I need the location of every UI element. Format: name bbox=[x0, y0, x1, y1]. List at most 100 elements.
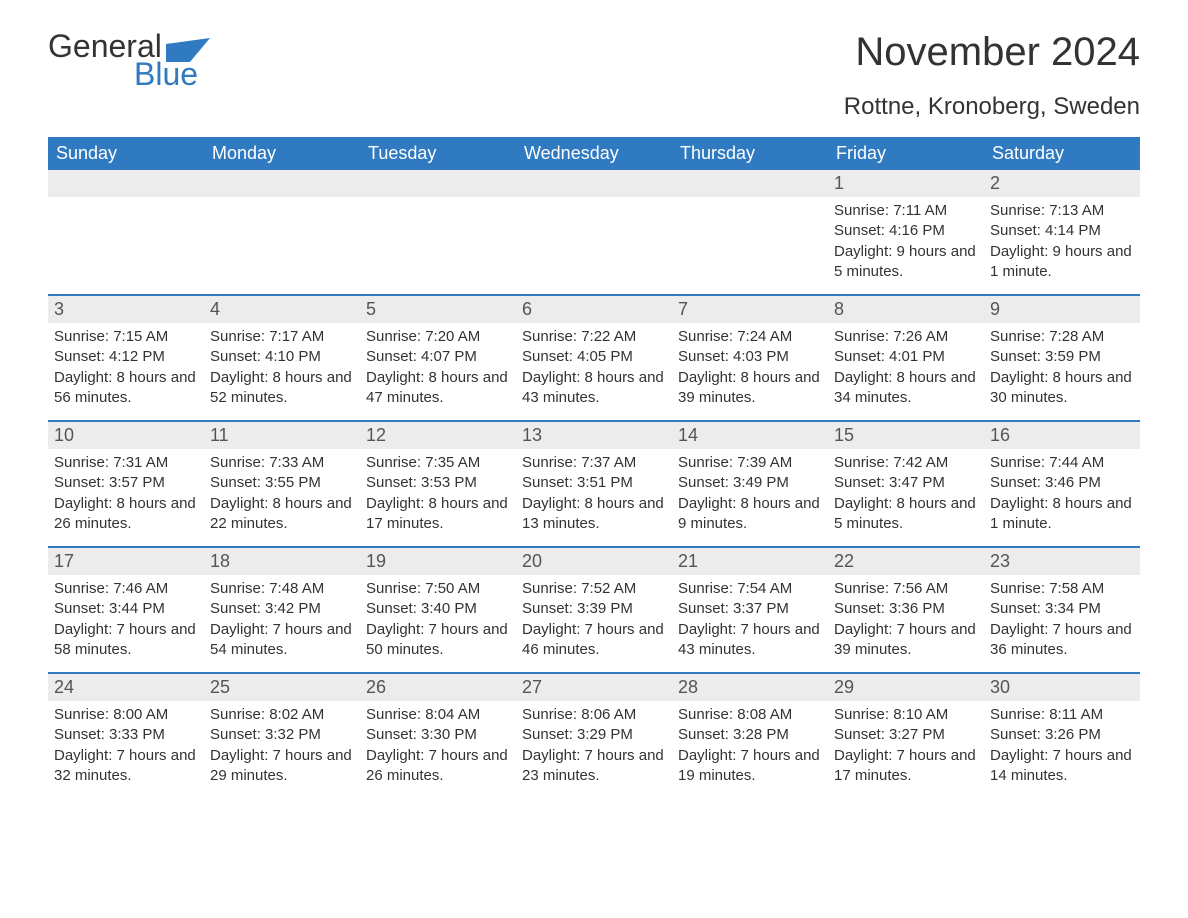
week-row: 17Sunrise: 7:46 AMSunset: 3:44 PMDayligh… bbox=[48, 546, 1140, 672]
sunrise-text: Sunrise: 7:28 AM bbox=[990, 327, 1134, 347]
day-number: 8 bbox=[828, 296, 984, 323]
sunrise-text: Sunrise: 7:58 AM bbox=[990, 579, 1134, 599]
day-number: 5 bbox=[360, 296, 516, 323]
header: General Blue November 2024 Rottne, Krono… bbox=[48, 30, 1140, 131]
day-cell: 13Sunrise: 7:37 AMSunset: 3:51 PMDayligh… bbox=[516, 422, 672, 546]
day-number: 20 bbox=[516, 548, 672, 575]
week-row: 3Sunrise: 7:15 AMSunset: 4:12 PMDaylight… bbox=[48, 294, 1140, 420]
sunrise-text: Sunrise: 7:24 AM bbox=[678, 327, 822, 347]
week-row: 1Sunrise: 7:11 AMSunset: 4:16 PMDaylight… bbox=[48, 170, 1140, 294]
daylight-text: Daylight: 9 hours and 5 minutes. bbox=[834, 242, 978, 283]
week-row: 10Sunrise: 7:31 AMSunset: 3:57 PMDayligh… bbox=[48, 420, 1140, 546]
day-number: 29 bbox=[828, 674, 984, 701]
daylight-text: Daylight: 7 hours and 36 minutes. bbox=[990, 620, 1134, 661]
sunset-text: Sunset: 3:40 PM bbox=[366, 599, 510, 619]
day-data: Sunrise: 7:24 AMSunset: 4:03 PMDaylight:… bbox=[672, 323, 828, 408]
day-number: 11 bbox=[204, 422, 360, 449]
day-cell: 30Sunrise: 8:11 AMSunset: 3:26 PMDayligh… bbox=[984, 674, 1140, 798]
sunrise-text: Sunrise: 8:08 AM bbox=[678, 705, 822, 725]
logo: General Blue bbox=[48, 30, 210, 90]
sunset-text: Sunset: 4:05 PM bbox=[522, 347, 666, 367]
day-data: Sunrise: 7:20 AMSunset: 4:07 PMDaylight:… bbox=[360, 323, 516, 408]
day-number: 23 bbox=[984, 548, 1140, 575]
daylight-text: Daylight: 7 hours and 17 minutes. bbox=[834, 746, 978, 787]
weekday-header: Saturday bbox=[984, 137, 1140, 170]
sunrise-text: Sunrise: 7:56 AM bbox=[834, 579, 978, 599]
day-data: Sunrise: 7:26 AMSunset: 4:01 PMDaylight:… bbox=[828, 323, 984, 408]
day-cell: 27Sunrise: 8:06 AMSunset: 3:29 PMDayligh… bbox=[516, 674, 672, 798]
calendar: Sunday Monday Tuesday Wednesday Thursday… bbox=[48, 137, 1140, 798]
day-number: 17 bbox=[48, 548, 204, 575]
day-data: Sunrise: 7:15 AMSunset: 4:12 PMDaylight:… bbox=[48, 323, 204, 408]
location: Rottne, Kronoberg, Sweden bbox=[844, 93, 1140, 121]
day-cell bbox=[360, 170, 516, 294]
title-block: November 2024 Rottne, Kronoberg, Sweden bbox=[844, 30, 1140, 131]
day-number: 24 bbox=[48, 674, 204, 701]
daylight-text: Daylight: 8 hours and 5 minutes. bbox=[834, 494, 978, 535]
week-row: 24Sunrise: 8:00 AMSunset: 3:33 PMDayligh… bbox=[48, 672, 1140, 798]
sunset-text: Sunset: 4:14 PM bbox=[990, 221, 1134, 241]
day-data: Sunrise: 7:44 AMSunset: 3:46 PMDaylight:… bbox=[984, 449, 1140, 534]
sunset-text: Sunset: 4:01 PM bbox=[834, 347, 978, 367]
day-number: 3 bbox=[48, 296, 204, 323]
sunset-text: Sunset: 4:10 PM bbox=[210, 347, 354, 367]
day-cell: 3Sunrise: 7:15 AMSunset: 4:12 PMDaylight… bbox=[48, 296, 204, 420]
day-number: 10 bbox=[48, 422, 204, 449]
sunset-text: Sunset: 3:29 PM bbox=[522, 725, 666, 745]
daylight-text: Daylight: 7 hours and 14 minutes. bbox=[990, 746, 1134, 787]
sunrise-text: Sunrise: 8:00 AM bbox=[54, 705, 198, 725]
daylight-text: Daylight: 8 hours and 43 minutes. bbox=[522, 368, 666, 409]
day-data: Sunrise: 7:54 AMSunset: 3:37 PMDaylight:… bbox=[672, 575, 828, 660]
daylight-text: Daylight: 7 hours and 23 minutes. bbox=[522, 746, 666, 787]
day-number: 27 bbox=[516, 674, 672, 701]
day-cell: 25Sunrise: 8:02 AMSunset: 3:32 PMDayligh… bbox=[204, 674, 360, 798]
daylight-text: Daylight: 8 hours and 13 minutes. bbox=[522, 494, 666, 535]
day-number: 7 bbox=[672, 296, 828, 323]
day-cell: 28Sunrise: 8:08 AMSunset: 3:28 PMDayligh… bbox=[672, 674, 828, 798]
month-title: November 2024 bbox=[844, 30, 1140, 75]
sunset-text: Sunset: 4:07 PM bbox=[366, 347, 510, 367]
sunrise-text: Sunrise: 7:50 AM bbox=[366, 579, 510, 599]
day-number: 26 bbox=[360, 674, 516, 701]
day-data: Sunrise: 7:46 AMSunset: 3:44 PMDaylight:… bbox=[48, 575, 204, 660]
day-data: Sunrise: 7:56 AMSunset: 3:36 PMDaylight:… bbox=[828, 575, 984, 660]
daylight-text: Daylight: 8 hours and 9 minutes. bbox=[678, 494, 822, 535]
day-data: Sunrise: 8:02 AMSunset: 3:32 PMDaylight:… bbox=[204, 701, 360, 786]
day-number bbox=[672, 170, 828, 197]
day-cell bbox=[204, 170, 360, 294]
day-data: Sunrise: 7:31 AMSunset: 3:57 PMDaylight:… bbox=[48, 449, 204, 534]
sunset-text: Sunset: 3:59 PM bbox=[990, 347, 1134, 367]
day-number: 19 bbox=[360, 548, 516, 575]
day-cell: 18Sunrise: 7:48 AMSunset: 3:42 PMDayligh… bbox=[204, 548, 360, 672]
day-data: Sunrise: 7:22 AMSunset: 4:05 PMDaylight:… bbox=[516, 323, 672, 408]
sunset-text: Sunset: 3:39 PM bbox=[522, 599, 666, 619]
daylight-text: Daylight: 8 hours and 26 minutes. bbox=[54, 494, 198, 535]
day-cell: 1Sunrise: 7:11 AMSunset: 4:16 PMDaylight… bbox=[828, 170, 984, 294]
sunrise-text: Sunrise: 7:39 AM bbox=[678, 453, 822, 473]
weekday-header: Friday bbox=[828, 137, 984, 170]
sunrise-text: Sunrise: 7:46 AM bbox=[54, 579, 198, 599]
sunrise-text: Sunrise: 7:33 AM bbox=[210, 453, 354, 473]
sunset-text: Sunset: 4:03 PM bbox=[678, 347, 822, 367]
sunrise-text: Sunrise: 7:52 AM bbox=[522, 579, 666, 599]
sunrise-text: Sunrise: 7:42 AM bbox=[834, 453, 978, 473]
day-data: Sunrise: 8:06 AMSunset: 3:29 PMDaylight:… bbox=[516, 701, 672, 786]
day-number: 1 bbox=[828, 170, 984, 197]
weekday-header: Thursday bbox=[672, 137, 828, 170]
sunrise-text: Sunrise: 8:02 AM bbox=[210, 705, 354, 725]
daylight-text: Daylight: 7 hours and 50 minutes. bbox=[366, 620, 510, 661]
sunrise-text: Sunrise: 7:31 AM bbox=[54, 453, 198, 473]
day-cell bbox=[48, 170, 204, 294]
sunrise-text: Sunrise: 7:54 AM bbox=[678, 579, 822, 599]
day-data: Sunrise: 7:28 AMSunset: 3:59 PMDaylight:… bbox=[984, 323, 1140, 408]
weekday-header: Sunday bbox=[48, 137, 204, 170]
day-cell: 21Sunrise: 7:54 AMSunset: 3:37 PMDayligh… bbox=[672, 548, 828, 672]
sunset-text: Sunset: 3:30 PM bbox=[366, 725, 510, 745]
daylight-text: Daylight: 8 hours and 47 minutes. bbox=[366, 368, 510, 409]
day-cell: 14Sunrise: 7:39 AMSunset: 3:49 PMDayligh… bbox=[672, 422, 828, 546]
day-data: Sunrise: 7:33 AMSunset: 3:55 PMDaylight:… bbox=[204, 449, 360, 534]
day-cell: 29Sunrise: 8:10 AMSunset: 3:27 PMDayligh… bbox=[828, 674, 984, 798]
daylight-text: Daylight: 7 hours and 46 minutes. bbox=[522, 620, 666, 661]
sunset-text: Sunset: 4:12 PM bbox=[54, 347, 198, 367]
sunset-text: Sunset: 3:47 PM bbox=[834, 473, 978, 493]
